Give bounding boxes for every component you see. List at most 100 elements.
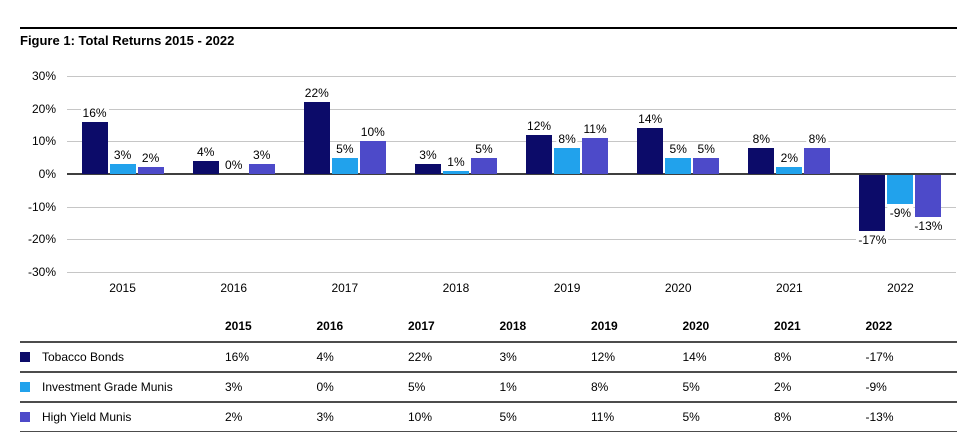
x-axis-label-2018: 2018: [442, 281, 470, 295]
series-name-cell: Investment Grade Munis: [20, 372, 225, 403]
bar-high-yield-munis-2022: [915, 175, 942, 218]
table-row-investment-grade-munis: Investment Grade Munis 3% 0% 5% 1% 8% 5% 2% -9%: [20, 372, 957, 403]
value-cell-high-yield-munis-2018: 5%: [499, 402, 591, 432]
gridline: [67, 108, 956, 110]
bar-value-label: 1%: [445, 154, 467, 170]
value-cell-investment-grade-munis-2016: 0%: [316, 372, 408, 403]
value-cell-investment-grade-munis-2017: 5%: [408, 372, 500, 403]
x-axis-label-2019: 2019: [553, 281, 581, 295]
bar-high-yield-munis-2017: [359, 141, 386, 174]
bar-tobacco-bonds-2022: [859, 175, 886, 231]
gridline: [67, 206, 956, 208]
bar-value-label: 5%: [667, 141, 689, 157]
bar-value-label: 12%: [525, 118, 554, 134]
bar-investment-grade-munis-2015: [109, 164, 136, 174]
bar-value-label: -13%: [912, 219, 945, 235]
bar-value-label: 3%: [111, 148, 134, 164]
figure-title: Figure 1: Total Returns 2015 - 2022: [20, 33, 235, 48]
y-axis-tick-label: -30%: [27, 265, 56, 279]
table-header-cell-2020: 2020: [682, 311, 774, 343]
gridline: [67, 141, 956, 143]
table-header-row: 2015 2016 2017 2018 2019 2020 2021 2022: [20, 311, 957, 343]
value-cell-high-yield-munis-2016: 3%: [316, 402, 408, 432]
bar-value-label: 0%: [223, 158, 245, 173]
bar-value-label: 16%: [80, 105, 109, 121]
value-cell-high-yield-munis-2021: 8%: [774, 402, 866, 432]
gridline: [67, 76, 956, 77]
value-cell-tobacco-bonds-2019: 12%: [591, 342, 683, 373]
bar-high-yield-munis-2015: [137, 167, 164, 174]
value-cell-tobacco-bonds-2021: 8%: [774, 342, 866, 373]
value-cell-investment-grade-munis-2021: 2%: [774, 372, 866, 403]
bar-value-label: 3%: [251, 148, 273, 164]
series-name-label: High Yield Munis: [42, 410, 132, 424]
bar-high-yield-munis-2020: [693, 157, 720, 174]
bar-value-label: 5%: [473, 141, 495, 157]
x-axis-label-2017: 2017: [331, 281, 359, 295]
value-cell-investment-grade-munis-2022: -9%: [865, 372, 957, 403]
table-row-high-yield-munis: High Yield Munis 2% 3% 10% 5% 11% 5% 8% -13%: [20, 402, 957, 432]
bar-investment-grade-munis-2020: [665, 157, 692, 174]
y-axis-tick-label: 30%: [31, 69, 56, 83]
table-header-cell-2019: 2019: [591, 311, 683, 343]
bar-investment-grade-munis-2018: [442, 170, 469, 174]
returns-table: 2015 2016 2017 2018 2019 2020 2021 2022 Tobacco…: [20, 311, 957, 432]
bar-high-yield-munis-2019: [582, 138, 609, 174]
legend-swatch-tobacco-bonds: [20, 352, 30, 362]
bar-value-label: 5%: [695, 141, 717, 157]
bar-tobacco-bonds-2020: [637, 128, 664, 174]
x-axis-label-2016: 2016: [220, 281, 248, 295]
table-header-cell-2015: 2015: [225, 311, 317, 343]
table-header-cell-2017: 2017: [408, 311, 500, 343]
value-cell-tobacco-bonds-2015: 16%: [225, 342, 317, 373]
value-cell-investment-grade-munis-2019: 8%: [591, 372, 683, 403]
value-cell-investment-grade-munis-2015: 3%: [225, 372, 317, 403]
bar-tobacco-bonds-2015: [81, 121, 108, 174]
table-header-cell-2021: 2021: [774, 311, 866, 343]
x-axis-label-2020: 2020: [664, 281, 692, 295]
bar-value-label: 3%: [417, 148, 439, 164]
legend-swatch-high-yield-munis: [20, 412, 30, 422]
series-name-label: Tobacco Bonds: [42, 350, 125, 364]
x-axis-label-2021: 2021: [775, 281, 803, 295]
bar-tobacco-bonds-2018: [414, 164, 441, 174]
bar-value-label: 2%: [139, 151, 162, 167]
bar-tobacco-bonds-2017: [303, 102, 330, 174]
bar-value-label: 14%: [636, 112, 665, 128]
table-corner-cell: [20, 311, 225, 343]
bar-value-label: 8%: [556, 131, 578, 147]
bar-value-label: -17%: [856, 232, 889, 248]
bar-high-yield-munis-2018: [470, 157, 497, 174]
bar-value-label: 8%: [806, 131, 828, 147]
bar-value-label: 2%: [778, 151, 800, 167]
table-header-cell-2018: 2018: [499, 311, 591, 343]
gridline: [67, 239, 956, 241]
value-cell-investment-grade-munis-2020: 5%: [682, 372, 774, 403]
table-row-tobacco-bonds: Tobacco Bonds 16% 4% 22% 3% 12% 14% 8% -17%: [20, 342, 957, 373]
table-header-cell-2016: 2016: [316, 311, 408, 343]
bar-investment-grade-munis-2019: [554, 147, 581, 174]
series-name-cell: Tobacco Bonds: [20, 342, 225, 373]
top-rule: [20, 27, 957, 29]
bar-tobacco-bonds-2021: [748, 147, 775, 174]
y-axis-tick-label: 20%: [31, 101, 56, 116]
value-cell-high-yield-munis-2017: 10%: [408, 402, 500, 432]
bar-high-yield-munis-2021: [804, 147, 831, 174]
y-axis-tick-label: -10%: [27, 199, 56, 214]
bar-investment-grade-munis-2017: [331, 157, 358, 174]
value-cell-tobacco-bonds-2022: -17%: [865, 342, 957, 373]
value-cell-investment-grade-munis-2018: 1%: [499, 372, 591, 403]
bar-value-label: -9%: [887, 206, 914, 222]
table-header-cell-2022: 2022: [865, 311, 957, 343]
y-axis-tick-label: 0%: [38, 167, 56, 181]
bar-investment-grade-munis-2021: [776, 167, 803, 174]
bar-value-label: 5%: [334, 141, 356, 157]
value-cell-tobacco-bonds-2018: 3%: [499, 342, 591, 373]
bar-tobacco-bonds-2016: [192, 160, 219, 174]
y-axis-tick-label: -20%: [27, 232, 56, 247]
x-axis-zero-line: [67, 173, 956, 175]
value-cell-high-yield-munis-2022: -13%: [865, 402, 957, 432]
series-name-label: Investment Grade Munis: [42, 380, 173, 394]
